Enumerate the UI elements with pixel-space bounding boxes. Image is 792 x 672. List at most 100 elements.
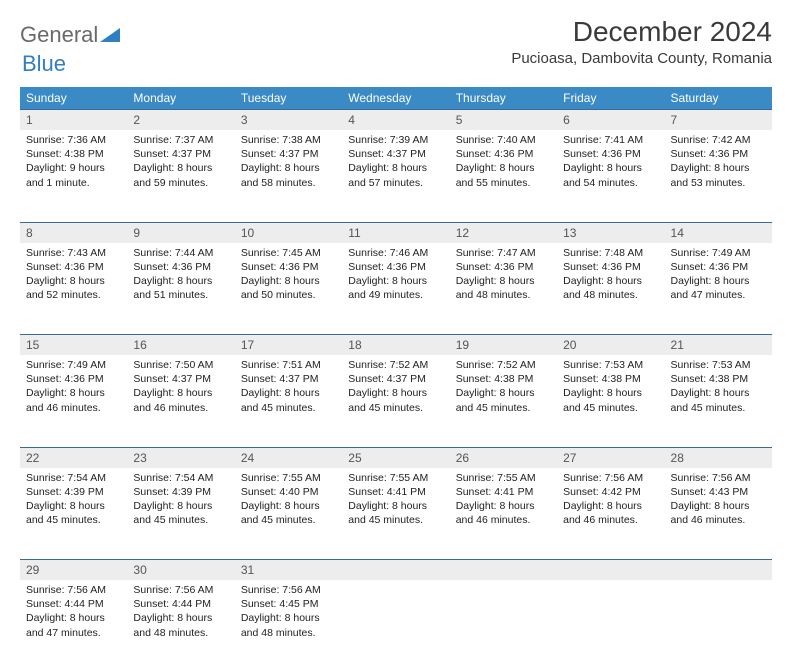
day-number: 12 — [450, 223, 557, 243]
day-cell: Sunrise: 7:41 AMSunset: 4:36 PMDaylight:… — [557, 130, 664, 222]
day-cell: Sunrise: 7:55 AMSunset: 4:40 PMDaylight:… — [235, 468, 342, 560]
day-number-cell: 28 — [665, 447, 772, 468]
day-number: 22 — [20, 448, 127, 468]
sunrise-line: Sunrise: 7:56 AM — [671, 471, 766, 485]
day-number: 17 — [235, 335, 342, 355]
day-header: Saturday — [665, 87, 772, 110]
day-cell: Sunrise: 7:47 AMSunset: 4:36 PMDaylight:… — [450, 243, 557, 335]
day-number-cell: 15 — [20, 335, 127, 356]
day-number-row: 15161718192021 — [20, 335, 772, 356]
sunrise-line: Sunrise: 7:37 AM — [133, 133, 228, 147]
day-number-cell: 21 — [665, 335, 772, 356]
sunset-line: Sunset: 4:43 PM — [671, 485, 766, 499]
day-cell: Sunrise: 7:46 AMSunset: 4:36 PMDaylight:… — [342, 243, 449, 335]
sunrise-line: Sunrise: 7:46 AM — [348, 246, 443, 260]
daylight-line: Daylight: 8 hours and 45 minutes. — [241, 499, 336, 527]
daylight-line: Daylight: 8 hours and 45 minutes. — [563, 386, 658, 414]
sunrise-line: Sunrise: 7:55 AM — [241, 471, 336, 485]
day-number-row: 293031 — [20, 560, 772, 581]
day-number-cell: 26 — [450, 447, 557, 468]
sunrise-line: Sunrise: 7:53 AM — [671, 358, 766, 372]
day-details: Sunrise: 7:42 AMSunset: 4:36 PMDaylight:… — [665, 130, 772, 196]
logo-text-2: Blue — [22, 51, 66, 76]
day-number-row: 1234567 — [20, 110, 772, 131]
day-number: 26 — [450, 448, 557, 468]
day-details: Sunrise: 7:53 AMSunset: 4:38 PMDaylight:… — [557, 355, 664, 421]
day-cell: Sunrise: 7:53 AMSunset: 4:38 PMDaylight:… — [557, 355, 664, 447]
sunset-line: Sunset: 4:36 PM — [348, 260, 443, 274]
day-details: Sunrise: 7:39 AMSunset: 4:37 PMDaylight:… — [342, 130, 449, 196]
day-details: Sunrise: 7:44 AMSunset: 4:36 PMDaylight:… — [127, 243, 234, 309]
sunset-line: Sunset: 4:38 PM — [26, 147, 121, 161]
day-number: 3 — [235, 110, 342, 130]
sunset-line: Sunset: 4:41 PM — [456, 485, 551, 499]
day-details: Sunrise: 7:55 AMSunset: 4:40 PMDaylight:… — [235, 468, 342, 534]
day-number-cell: 25 — [342, 447, 449, 468]
sunrise-line: Sunrise: 7:52 AM — [456, 358, 551, 372]
day-number: 8 — [20, 223, 127, 243]
daylight-line: Daylight: 8 hours and 59 minutes. — [133, 161, 228, 189]
day-number: 21 — [665, 335, 772, 355]
day-details: Sunrise: 7:54 AMSunset: 4:39 PMDaylight:… — [20, 468, 127, 534]
daylight-line: Daylight: 8 hours and 45 minutes. — [348, 386, 443, 414]
sunset-line: Sunset: 4:44 PM — [133, 597, 228, 611]
day-number: 1 — [20, 110, 127, 130]
day-number-cell: 6 — [557, 110, 664, 131]
day-number-cell: 22 — [20, 447, 127, 468]
day-number-cell: 19 — [450, 335, 557, 356]
sunset-line: Sunset: 4:36 PM — [26, 372, 121, 386]
day-cell: Sunrise: 7:43 AMSunset: 4:36 PMDaylight:… — [20, 243, 127, 335]
logo-triangle-icon — [100, 22, 120, 48]
day-details: Sunrise: 7:36 AMSunset: 4:38 PMDaylight:… — [20, 130, 127, 196]
day-number-cell: 27 — [557, 447, 664, 468]
day-cell: Sunrise: 7:54 AMSunset: 4:39 PMDaylight:… — [127, 468, 234, 560]
sunrise-line: Sunrise: 7:47 AM — [456, 246, 551, 260]
daylight-line: Daylight: 8 hours and 57 minutes. — [348, 161, 443, 189]
day-details: Sunrise: 7:54 AMSunset: 4:39 PMDaylight:… — [127, 468, 234, 534]
day-number: 28 — [665, 448, 772, 468]
day-number-cell — [450, 560, 557, 581]
sunrise-line: Sunrise: 7:55 AM — [348, 471, 443, 485]
day-number-cell: 14 — [665, 222, 772, 243]
daylight-line: Daylight: 8 hours and 46 minutes. — [456, 499, 551, 527]
daylight-line: Daylight: 8 hours and 48 minutes. — [456, 274, 551, 302]
day-header: Friday — [557, 87, 664, 110]
day-number: 24 — [235, 448, 342, 468]
day-number: 27 — [557, 448, 664, 468]
calendar-table: Sunday Monday Tuesday Wednesday Thursday… — [20, 87, 772, 672]
day-cell: Sunrise: 7:54 AMSunset: 4:39 PMDaylight:… — [20, 468, 127, 560]
day-cell: Sunrise: 7:40 AMSunset: 4:36 PMDaylight:… — [450, 130, 557, 222]
logo-text-1: General — [20, 22, 98, 48]
sunset-line: Sunset: 4:37 PM — [133, 372, 228, 386]
sunrise-line: Sunrise: 7:56 AM — [133, 583, 228, 597]
day-number-cell — [665, 560, 772, 581]
sunrise-line: Sunrise: 7:56 AM — [26, 583, 121, 597]
month-title: December 2024 — [511, 16, 772, 48]
sunset-line: Sunset: 4:37 PM — [348, 372, 443, 386]
sunset-line: Sunset: 4:37 PM — [241, 372, 336, 386]
day-cell: Sunrise: 7:56 AMSunset: 4:43 PMDaylight:… — [665, 468, 772, 560]
day-number-cell: 17 — [235, 335, 342, 356]
daylight-line: Daylight: 8 hours and 45 minutes. — [241, 386, 336, 414]
day-number-cell: 29 — [20, 560, 127, 581]
sunrise-line: Sunrise: 7:42 AM — [671, 133, 766, 147]
day-number-cell: 13 — [557, 222, 664, 243]
day-cell: Sunrise: 7:42 AMSunset: 4:36 PMDaylight:… — [665, 130, 772, 222]
sunset-line: Sunset: 4:38 PM — [563, 372, 658, 386]
day-number: 10 — [235, 223, 342, 243]
sunset-line: Sunset: 4:38 PM — [671, 372, 766, 386]
day-number: 25 — [342, 448, 449, 468]
sunset-line: Sunset: 4:36 PM — [241, 260, 336, 274]
day-number-cell: 2 — [127, 110, 234, 131]
day-number-row: 891011121314 — [20, 222, 772, 243]
sunset-line: Sunset: 4:36 PM — [456, 260, 551, 274]
day-header-row: Sunday Monday Tuesday Wednesday Thursday… — [20, 87, 772, 110]
sunset-line: Sunset: 4:44 PM — [26, 597, 121, 611]
daylight-line: Daylight: 8 hours and 45 minutes. — [671, 386, 766, 414]
sunset-line: Sunset: 4:36 PM — [563, 260, 658, 274]
day-content-row: Sunrise: 7:43 AMSunset: 4:36 PMDaylight:… — [20, 243, 772, 335]
day-number: 20 — [557, 335, 664, 355]
day-number-cell — [342, 560, 449, 581]
day-details: Sunrise: 7:55 AMSunset: 4:41 PMDaylight:… — [450, 468, 557, 534]
sunrise-line: Sunrise: 7:41 AM — [563, 133, 658, 147]
